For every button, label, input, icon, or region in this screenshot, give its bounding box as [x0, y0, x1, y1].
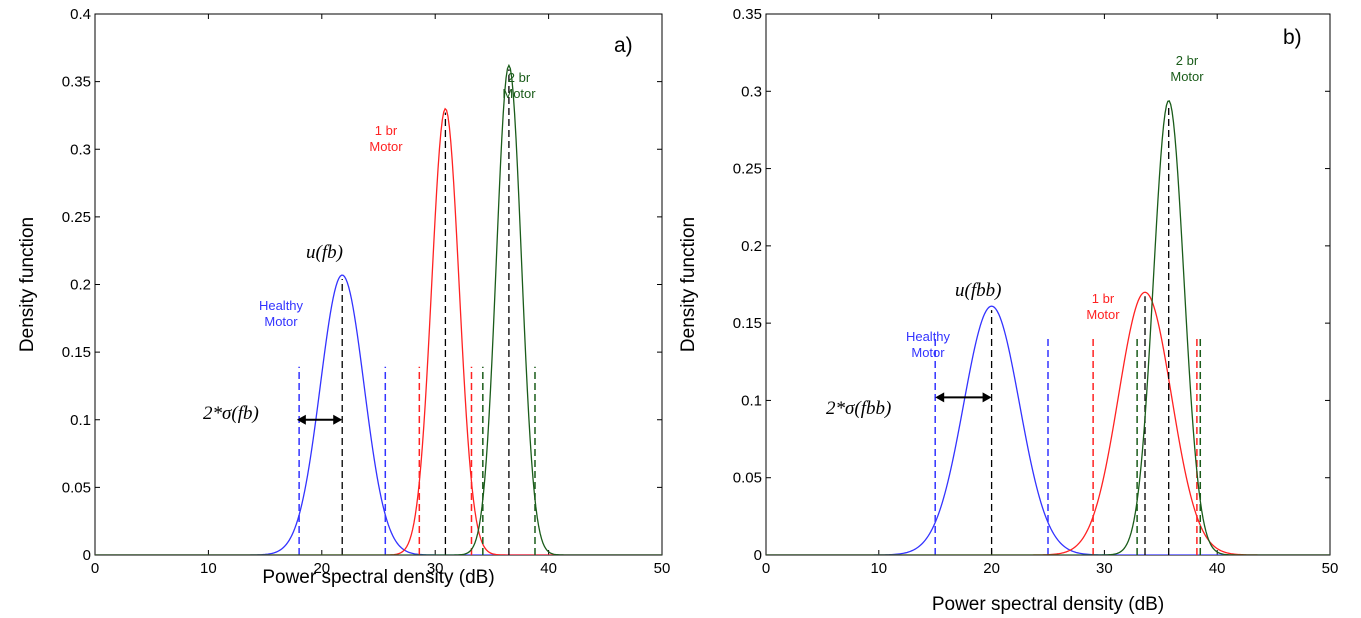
mean-annotation: u(fbb) — [955, 280, 1001, 301]
x-axis-label: Power spectral density (dB) — [262, 567, 494, 588]
x-tick-label: 40 — [540, 560, 557, 577]
y-tick-label: 0 — [754, 547, 762, 564]
density-curve-1br — [95, 107, 662, 555]
y-tick-label: 0.2 — [70, 277, 91, 294]
y-tick-label: 0.3 — [741, 83, 762, 100]
x-tick-label: 0 — [91, 560, 99, 577]
x-tick-label: 0 — [762, 560, 770, 577]
y-tick-label: 0.3 — [70, 141, 91, 158]
x-tick-label: 50 — [1322, 560, 1339, 577]
curves-layer — [766, 100, 1330, 555]
density-curve-healthy — [766, 305, 1330, 555]
density-curve-2br — [766, 100, 1330, 555]
x-tick-label: 20 — [313, 560, 330, 577]
y-tick-label: 0.05 — [62, 479, 91, 496]
sigma-annotation: 2*σ(fbb) — [826, 398, 891, 419]
y-tick-label: 0.15 — [62, 344, 91, 361]
y-tick-label: 0.1 — [741, 392, 762, 409]
y-tick-label: 0 — [83, 547, 91, 564]
panel-label: b) — [1283, 26, 1302, 49]
x-tick-label: 50 — [654, 560, 671, 577]
y-tick-label: 0.35 — [733, 6, 762, 23]
density-curve-2br — [95, 63, 662, 555]
y-tick-label: 0.25 — [62, 209, 91, 226]
y-tick-label: 0.35 — [62, 74, 91, 91]
y-tick-label: 0.15 — [733, 315, 762, 332]
sigma-arrow-head-right — [333, 414, 343, 425]
series-label-line: Motor — [502, 86, 536, 101]
series-label: 2 br Motor — [502, 70, 536, 101]
y-axis-label: Density function — [17, 217, 38, 352]
x-tick-label: 30 — [1096, 560, 1113, 577]
series-label-line: Motor — [264, 314, 298, 329]
series-label-line: Healthy — [906, 329, 951, 344]
x-tick-label: 30 — [427, 560, 444, 577]
series-label: Healthy Motor — [259, 298, 304, 329]
series-label-line: 1 br — [375, 123, 398, 138]
chart-panel-a: 0 10 20 30 40 50 0 0.05 0.1 0.15 0.2 0.25 0.3 0.35 0.4… — [17, 6, 670, 588]
series-label-line: Healthy — [259, 298, 304, 313]
series-label-line: Motor — [1170, 69, 1204, 84]
y-tick-label: 0.4 — [70, 6, 91, 23]
mean-annotation: u(fb) — [306, 242, 343, 263]
curves-layer — [95, 63, 662, 555]
x-tick-label: 40 — [1209, 560, 1226, 577]
series-label: Healthy Motor — [906, 329, 951, 360]
plot-frame — [94, 13, 663, 556]
series-label-line: Motor — [1086, 307, 1120, 322]
series-label-line: 1 br — [1092, 291, 1115, 306]
sigma-arrow-head-right — [982, 392, 992, 403]
y-tick-label: 0.1 — [70, 412, 91, 429]
y-tick-label: 0.25 — [733, 161, 762, 178]
x-axis-label: Power spectral density (dB) — [932, 594, 1164, 615]
series-label-line: 2 br — [508, 70, 531, 85]
series-label-line: Motor — [369, 139, 403, 154]
y-tick-label: 0.2 — [741, 238, 762, 255]
chart-panel-b: 0 10 20 30 40 50 0 0.05 0.1 0.15 0.2 0.25 0.3 0.35 Pow… — [678, 6, 1338, 615]
series-label: 1 br Motor — [1086, 291, 1120, 322]
density-curve-healthy — [95, 274, 662, 555]
series-label-line: 2 br — [1176, 53, 1199, 68]
sigma-arrow-head-left — [296, 414, 306, 425]
series-label: 1 br Motor — [369, 123, 403, 154]
series-label-line: Motor — [911, 345, 945, 360]
series-label: 2 br Motor — [1170, 53, 1204, 84]
sigma-annotation: 2*σ(fb) — [203, 403, 259, 424]
x-tick-label: 10 — [200, 560, 217, 577]
sigma-arrow-head-left — [935, 392, 945, 403]
y-tick-label: 0.05 — [733, 470, 762, 487]
x-tick-label: 20 — [983, 560, 1000, 577]
panel-label: a) — [614, 34, 633, 57]
x-tick-label: 10 — [870, 560, 887, 577]
y-axis-label: Density function — [678, 217, 699, 352]
